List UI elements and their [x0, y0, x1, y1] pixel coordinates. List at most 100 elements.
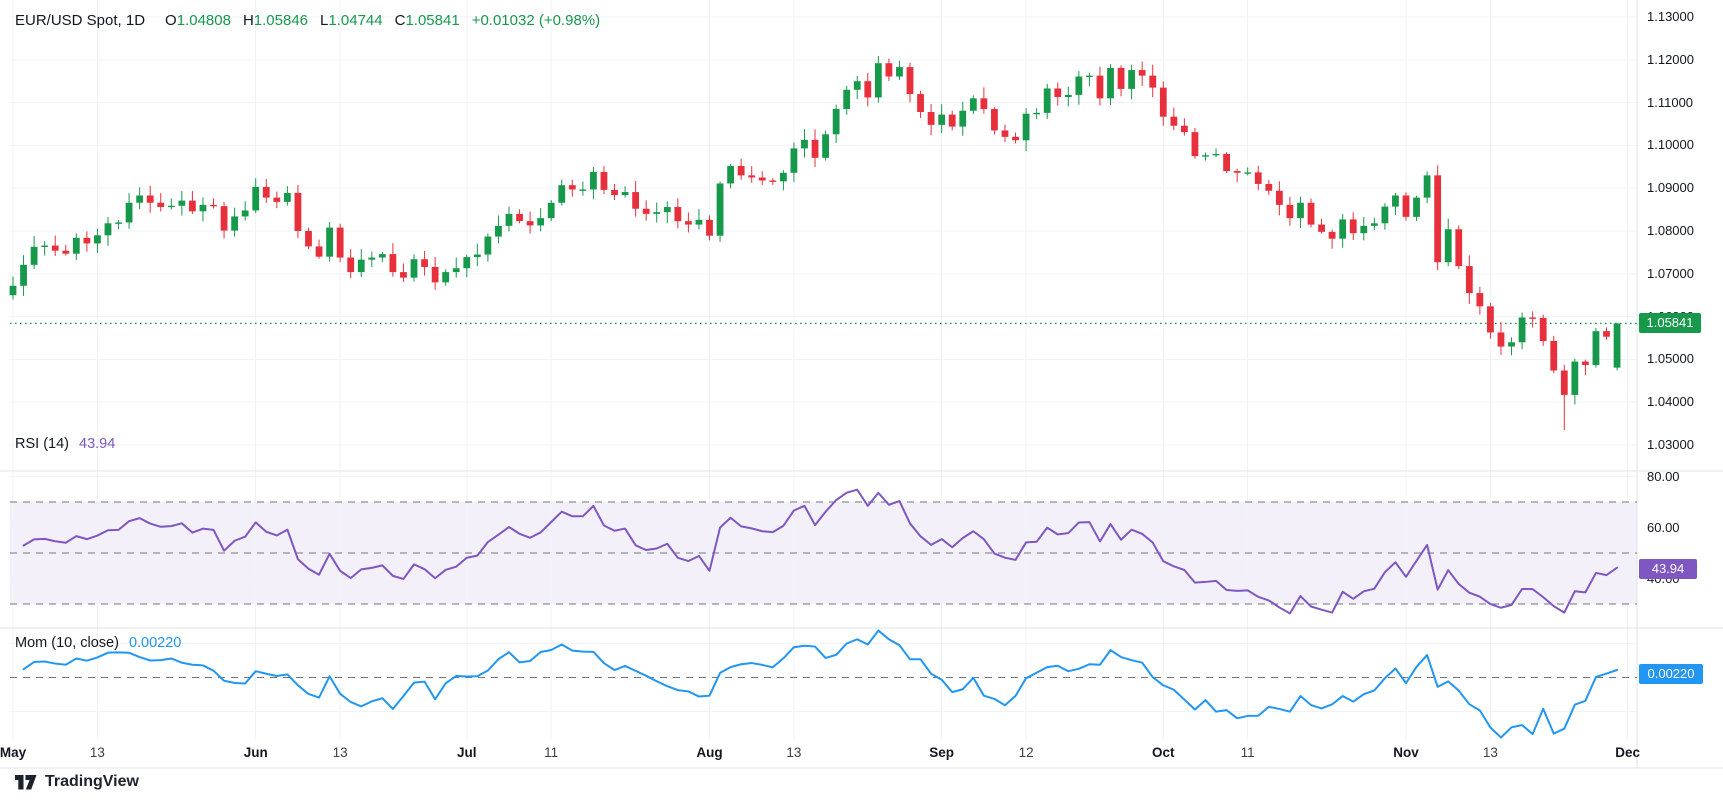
time-axis[interactable]: May 13 Jun 13 Jul 11 Aug 13 Sep 12 Oct 11 Nov 13 Dec	[0, 744, 1723, 768]
candle	[864, 81, 872, 98]
candle	[410, 259, 418, 278]
candle	[1138, 70, 1146, 76]
time-tick-label: Nov	[1393, 745, 1419, 760]
candle	[431, 266, 439, 283]
candle	[674, 207, 682, 222]
candle	[695, 219, 703, 225]
rsi-label: RSI (14)	[15, 436, 69, 452]
candle	[706, 219, 713, 236]
candle	[1539, 317, 1547, 341]
candle	[1328, 231, 1336, 239]
candle	[853, 81, 861, 90]
candle	[1571, 361, 1579, 395]
ohlc-close-value: 1.05841	[405, 12, 460, 29]
candle	[72, 237, 80, 254]
ohlc-low-value: 1.04744	[328, 12, 383, 29]
rsi-tick-label: 60.00	[1647, 519, 1680, 535]
time-tick-label: Jun	[243, 745, 268, 760]
candle	[1233, 171, 1241, 173]
candle	[1223, 153, 1230, 172]
candle	[1265, 183, 1273, 191]
candle	[1107, 67, 1114, 99]
price-tick-label: 1.11000	[1647, 94, 1694, 110]
price-axis[interactable]: 1.13000 1.12000 1.11000 1.10000 1.09000 1.080…	[1637, 0, 1723, 768]
candle	[1518, 317, 1526, 343]
candles-series	[9, 55, 1621, 431]
candle	[1086, 75, 1093, 78]
tradingview-logo-text: TradingView	[45, 773, 139, 790]
candle	[1043, 88, 1051, 113]
candle	[484, 236, 492, 255]
time-tick-label: May	[0, 745, 27, 760]
candle	[389, 254, 397, 273]
candle	[663, 207, 671, 213]
time-tick-label: 13	[332, 745, 348, 760]
candle	[737, 165, 745, 176]
candle	[473, 254, 481, 258]
candle	[526, 221, 534, 226]
candle	[400, 272, 407, 278]
candle	[1487, 306, 1494, 333]
rsi-value-badge: 43.94	[1639, 558, 1697, 579]
candle	[452, 268, 460, 273]
pane-separators	[0, 0, 1723, 769]
symbol-title: EUR/USD Spot, 1D	[15, 12, 146, 29]
tradingview-logo[interactable]: TradingView	[15, 773, 139, 791]
time-tick-label: 11	[1240, 745, 1255, 760]
candle	[779, 172, 787, 182]
candle	[642, 208, 650, 214]
mom-value: 0.00220	[128, 635, 182, 651]
candle	[495, 225, 502, 237]
time-tick-label: 13	[786, 745, 802, 760]
candle	[621, 192, 629, 196]
candle	[1497, 332, 1505, 347]
candle	[632, 192, 640, 209]
candle	[1508, 342, 1515, 347]
candle	[167, 205, 175, 208]
candle	[1054, 88, 1062, 98]
candle	[1360, 225, 1368, 234]
candle	[210, 204, 217, 207]
candle	[146, 195, 154, 203]
candle	[1022, 113, 1030, 141]
candle	[969, 98, 977, 111]
candle	[917, 94, 924, 113]
candle	[125, 202, 133, 223]
candle	[283, 192, 291, 202]
candle	[1349, 219, 1357, 234]
candle	[906, 67, 914, 95]
candle	[41, 245, 49, 247]
candle	[653, 212, 661, 214]
candle	[568, 185, 576, 190]
candle	[896, 67, 903, 77]
candle	[51, 245, 59, 251]
candle	[991, 109, 998, 131]
indicator-levels	[10, 501, 1637, 678]
ohlc-close-key: C	[394, 12, 406, 29]
rsi-legend: RSI (14) 43.94	[15, 436, 115, 452]
grid-lines	[10, 0, 1637, 740]
candle	[748, 175, 756, 178]
candle	[938, 114, 946, 125]
price-tick-label: 1.05000	[1647, 351, 1694, 367]
candle	[1033, 112, 1041, 115]
candle	[421, 259, 428, 267]
time-tick-label: Jul	[457, 745, 477, 760]
rsi-tick-label: 80.00	[1647, 468, 1680, 484]
candle	[273, 197, 281, 202]
ohlc-low-key: L	[320, 12, 329, 29]
candle	[1392, 195, 1399, 207]
candle	[115, 222, 122, 224]
candle	[874, 63, 882, 98]
time-tick-label: Dec	[1615, 745, 1640, 760]
candle	[1465, 266, 1473, 294]
price-tick-label: 1.12000	[1647, 51, 1694, 67]
candle	[758, 177, 766, 181]
candle	[1244, 172, 1252, 174]
rsi-line	[22, 488, 1619, 615]
candle	[948, 114, 956, 127]
candle	[1202, 155, 1209, 157]
candle	[1096, 75, 1104, 99]
candle	[1064, 94, 1072, 98]
